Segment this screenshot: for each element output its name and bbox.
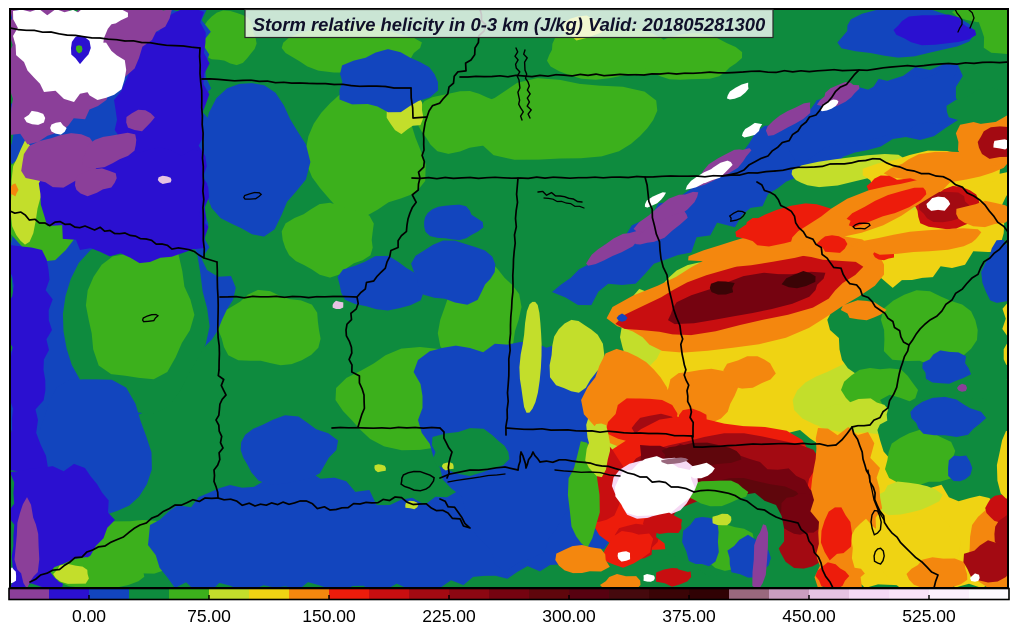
svg-text:75.00: 75.00 <box>187 606 231 626</box>
svg-text:450.00: 450.00 <box>782 606 836 626</box>
svg-text:0.00: 0.00 <box>72 606 106 626</box>
svg-text:525.00: 525.00 <box>902 606 956 626</box>
svg-text:300.00: 300.00 <box>542 606 596 626</box>
svg-text:225.00: 225.00 <box>422 606 476 626</box>
svg-text:Storm relative helicity in 0-3: Storm relative helicity in 0-3 km (J/kg)… <box>253 14 766 35</box>
svg-text:375.00: 375.00 <box>662 606 716 626</box>
svg-text:150.00: 150.00 <box>302 606 356 626</box>
